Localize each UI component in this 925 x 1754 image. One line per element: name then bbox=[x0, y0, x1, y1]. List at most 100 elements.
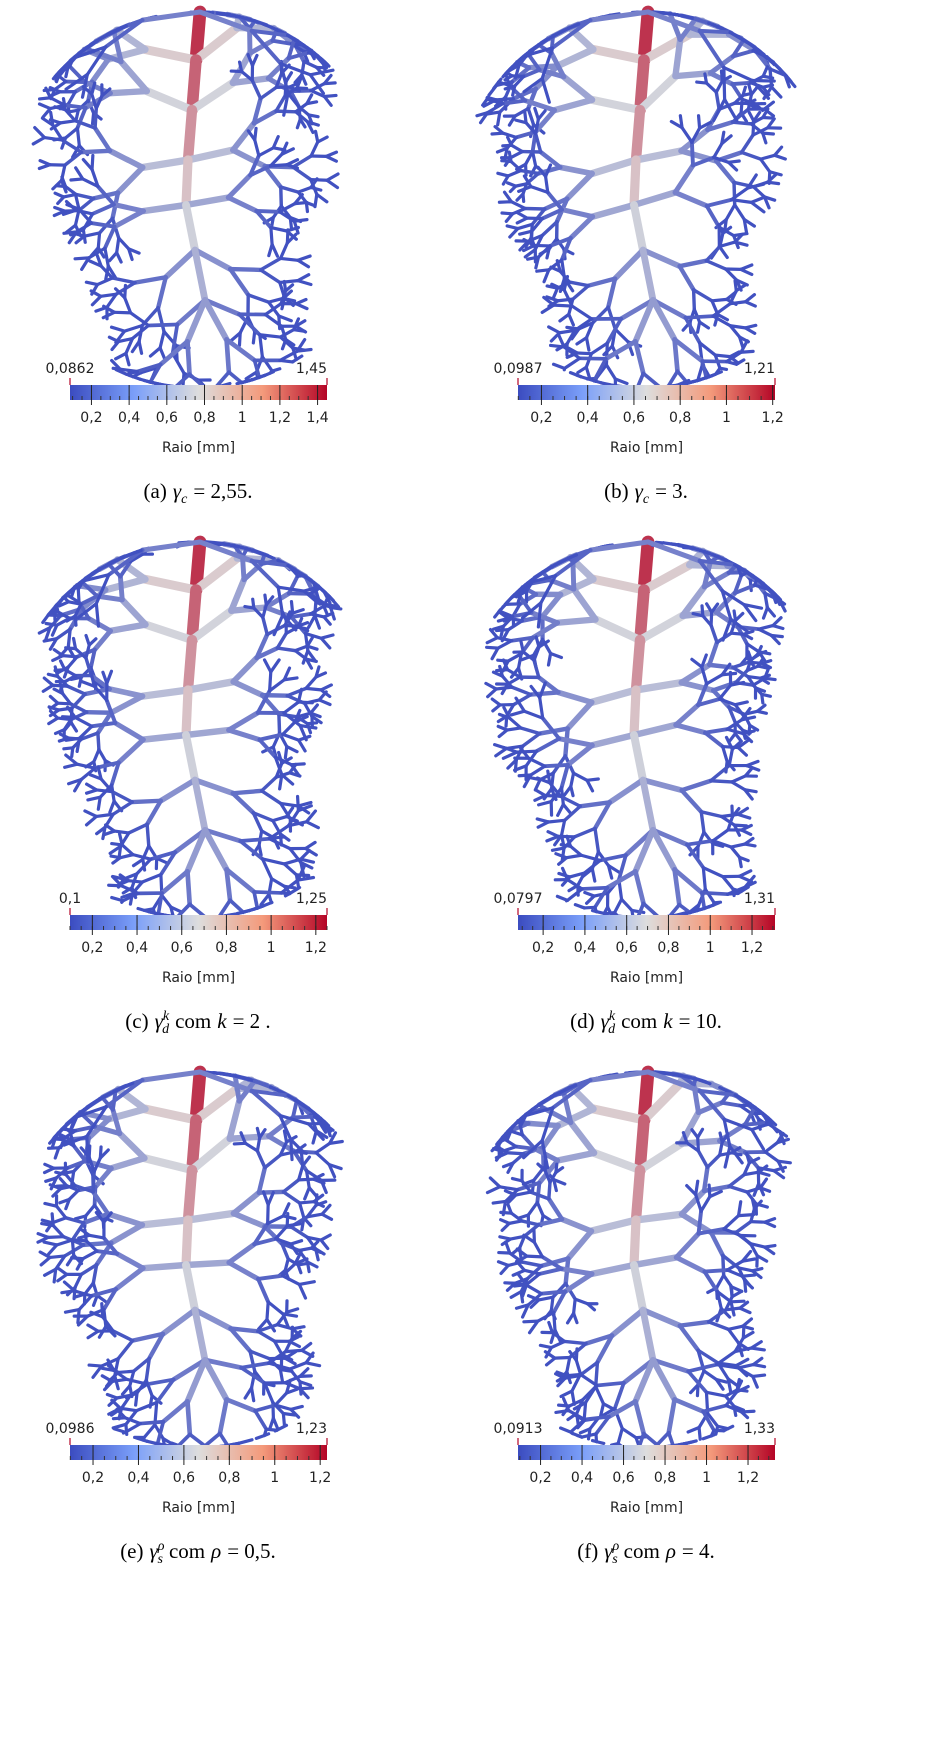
colorbar-tick-label: 1,2 bbox=[305, 940, 327, 956]
vessel bbox=[699, 1428, 700, 1440]
vessel bbox=[615, 899, 622, 912]
vessel bbox=[574, 1299, 576, 1313]
vessel bbox=[768, 182, 779, 183]
vessel bbox=[568, 1313, 574, 1323]
vessel bbox=[704, 1272, 717, 1292]
vessel bbox=[186, 1220, 188, 1265]
vessel bbox=[751, 197, 764, 202]
vessel bbox=[65, 105, 86, 108]
vessel bbox=[741, 269, 752, 274]
vessel bbox=[293, 361, 294, 362]
colorbar-title: Raio [mm] bbox=[162, 1500, 235, 1516]
colorbar-tick-label: 0,8 bbox=[218, 1470, 240, 1486]
vessel bbox=[117, 238, 119, 253]
caption-part: k bbox=[217, 1009, 227, 1033]
vessel bbox=[549, 1182, 550, 1199]
vessel bbox=[698, 379, 701, 380]
vessel-tree bbox=[38, 1072, 342, 1448]
vessel bbox=[150, 348, 160, 356]
vessel bbox=[730, 302, 745, 304]
vessel bbox=[286, 1350, 302, 1351]
vessel bbox=[133, 855, 151, 860]
vessel bbox=[680, 1326, 698, 1351]
vessel bbox=[728, 817, 732, 830]
vessel bbox=[58, 1268, 67, 1274]
vessel bbox=[643, 780, 653, 830]
vessel bbox=[568, 745, 592, 765]
vessel-tree bbox=[33, 12, 338, 388]
vessel bbox=[260, 335, 281, 337]
vessel bbox=[286, 73, 291, 82]
vessel bbox=[534, 660, 539, 677]
vessel bbox=[142, 1072, 200, 1080]
vessel bbox=[751, 655, 758, 660]
vessel bbox=[615, 379, 627, 383]
vessel bbox=[75, 717, 91, 726]
vessel bbox=[590, 542, 648, 550]
vessel bbox=[270, 680, 285, 691]
vessel bbox=[765, 1247, 774, 1254]
caption-part: (d) bbox=[570, 1009, 595, 1033]
vessel bbox=[558, 1153, 594, 1161]
vessel bbox=[41, 1257, 50, 1264]
range-label: 0,0986 bbox=[46, 1421, 95, 1437]
vessel bbox=[241, 1363, 268, 1368]
vessel bbox=[261, 270, 280, 283]
vessel bbox=[110, 689, 143, 696]
caption-part: com bbox=[624, 1539, 660, 1563]
vessel bbox=[116, 1268, 143, 1289]
vessel bbox=[259, 148, 273, 156]
vessel bbox=[711, 625, 717, 642]
vessel bbox=[307, 822, 319, 828]
vessel bbox=[492, 648, 498, 659]
vessel bbox=[526, 152, 533, 165]
vessel bbox=[307, 102, 317, 104]
vessel bbox=[93, 113, 94, 124]
vessel bbox=[731, 844, 745, 847]
vessel bbox=[761, 155, 775, 159]
vessel bbox=[310, 70, 333, 75]
vessel bbox=[702, 893, 728, 894]
vessel bbox=[593, 911, 597, 912]
colorbar-tick-label: 0,2 bbox=[80, 410, 102, 426]
vessel bbox=[160, 332, 164, 348]
vessel bbox=[521, 171, 538, 174]
vessel bbox=[545, 765, 568, 766]
vessel bbox=[57, 605, 58, 612]
colorbar-tick-label: 1 bbox=[267, 940, 276, 956]
vessel bbox=[595, 802, 610, 828]
vessel bbox=[229, 1263, 258, 1279]
vessel bbox=[572, 306, 592, 319]
vessel bbox=[706, 246, 720, 260]
colorbar-tick-label: 0,8 bbox=[193, 410, 215, 426]
vessel bbox=[498, 1262, 508, 1266]
colorbar-tick-label: 1 bbox=[706, 940, 715, 956]
vessel bbox=[711, 781, 732, 782]
vessel bbox=[703, 868, 705, 889]
vessel bbox=[740, 1308, 750, 1312]
vessel bbox=[634, 192, 675, 205]
vessel bbox=[125, 285, 126, 297]
colorbar-tick-label: 0,8 bbox=[215, 940, 237, 956]
vessel bbox=[65, 1310, 79, 1313]
vessel bbox=[298, 187, 311, 192]
vessel bbox=[682, 1214, 711, 1232]
colorbar-tick-label: 0,6 bbox=[171, 940, 193, 956]
vessel bbox=[606, 365, 615, 379]
vessel bbox=[38, 1234, 48, 1238]
vessel bbox=[600, 855, 626, 860]
vessel bbox=[700, 31, 730, 32]
vessel bbox=[145, 50, 196, 60]
vessel bbox=[562, 210, 593, 217]
vessel bbox=[265, 304, 281, 315]
vessel bbox=[542, 222, 557, 236]
vessel bbox=[562, 765, 568, 788]
vessel bbox=[745, 844, 755, 846]
vessel bbox=[742, 830, 751, 834]
vessel bbox=[268, 1216, 284, 1224]
vessel bbox=[299, 1179, 314, 1180]
vessel bbox=[551, 1297, 553, 1310]
vessel bbox=[279, 714, 280, 733]
vessel bbox=[765, 1222, 775, 1226]
vessel bbox=[57, 1240, 73, 1245]
